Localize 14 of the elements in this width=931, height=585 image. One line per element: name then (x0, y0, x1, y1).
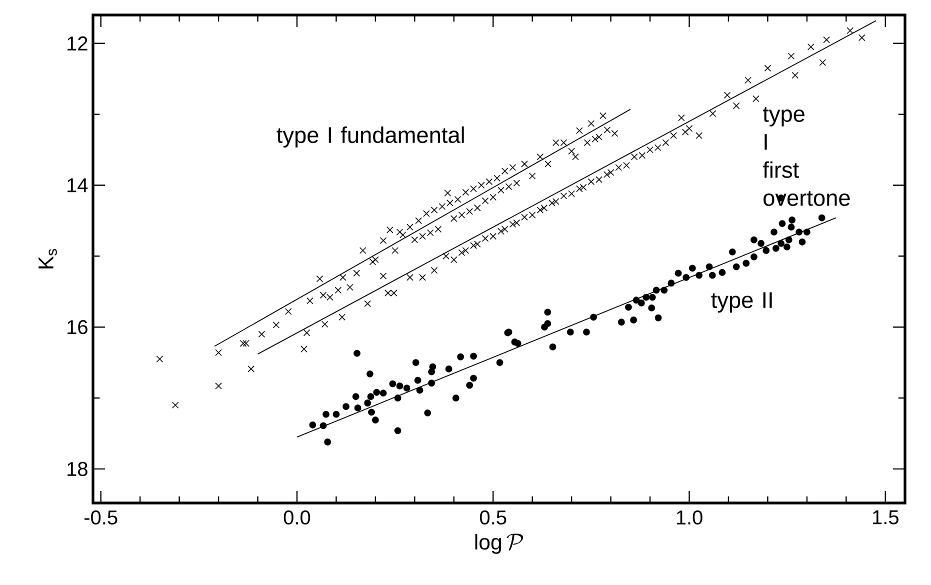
y-tick-label: 18 (68, 462, 88, 476)
annotation: type I first overtone (762, 107, 850, 206)
x-axis-title: $\log\mathcal{P}$ (475, 534, 524, 554)
y-tick-label: 14 (68, 178, 88, 192)
y-axis-title: K$_{s}$ (38, 249, 57, 268)
annotation: type II (711, 292, 772, 313)
x-tick-label: 0.0 (284, 510, 310, 525)
x-tick-label: 0.5 (480, 510, 506, 525)
x-tick-label: -0.5 (84, 510, 118, 525)
x-tick-label: 1.0 (676, 510, 702, 525)
y-tick-label: 12 (68, 36, 88, 50)
y-tick-label: 16 (68, 320, 88, 334)
annotation: type I fundamental (276, 126, 464, 148)
x-tick-label: 1.5 (873, 510, 898, 524)
